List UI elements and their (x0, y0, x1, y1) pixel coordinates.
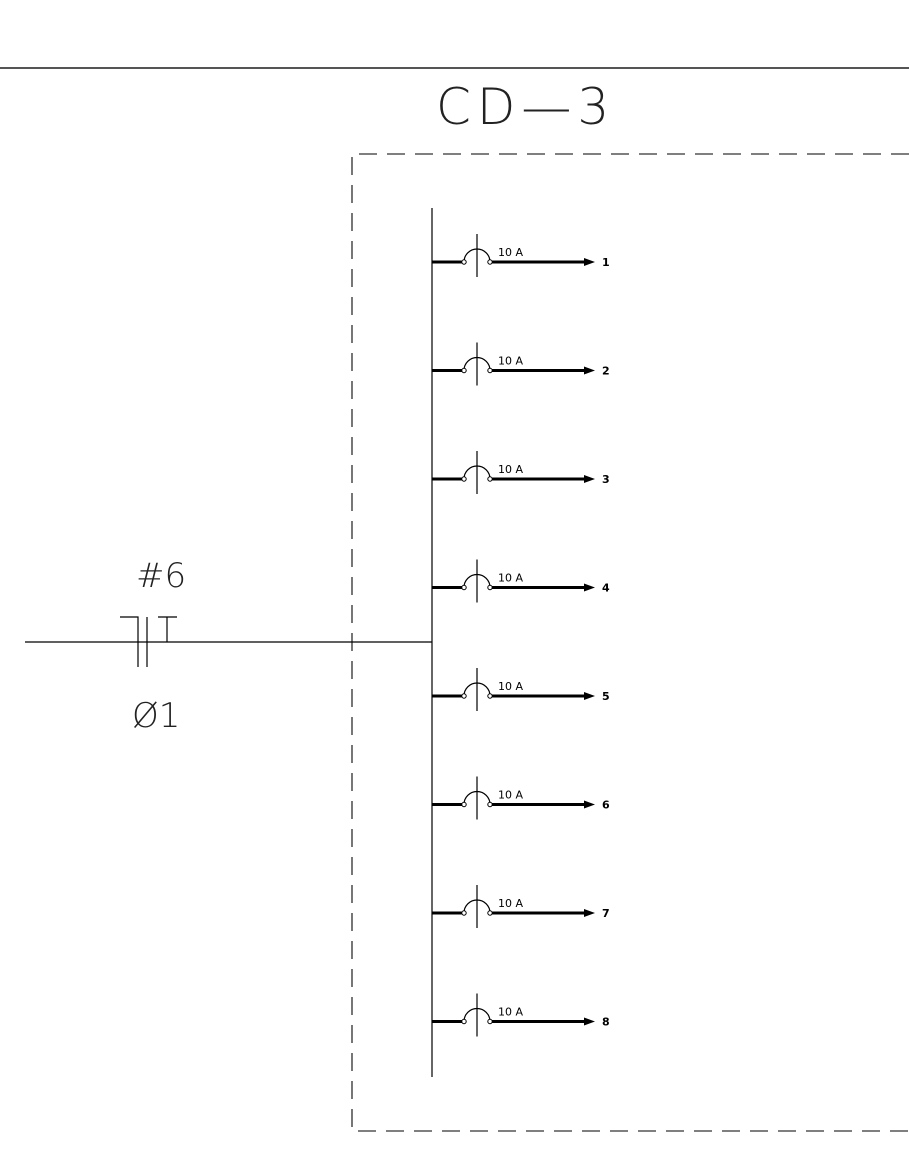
branch-circuit: 10 A 5 (432, 668, 610, 711)
breaker-symbol (461, 668, 493, 711)
branch-circuit: 10 A 2 (432, 342, 610, 386)
arrow-icon (584, 366, 595, 375)
panel-title: CD—3 (436, 78, 615, 136)
breaker-rating: 10 A (498, 572, 523, 585)
breaker-symbol (461, 234, 493, 277)
breaker-symbol (461, 885, 493, 928)
branch-circuit: 10 A 3 (432, 451, 610, 494)
arrow-icon (584, 800, 595, 809)
breaker-rating: 10 A (498, 680, 523, 693)
phase-label: Ø1 (132, 696, 180, 736)
branch-circuit: 10 A 7 (432, 885, 610, 928)
circuit-number: 2 (602, 365, 610, 378)
breaker-rating: 10 A (498, 789, 523, 802)
feeder-size-label: #6 (136, 556, 186, 596)
breaker-rating: 10 A (498, 246, 523, 259)
arrow-icon (584, 692, 595, 700)
branch-circuit: 10 A 4 (432, 559, 610, 603)
breaker-symbol (461, 993, 493, 1037)
breaker-rating: 10 A (498, 355, 523, 368)
arrow-icon (584, 1017, 595, 1026)
branch-circuit: 10 A 6 (432, 776, 610, 820)
breaker-symbol (461, 776, 493, 820)
arrow-icon (584, 909, 595, 917)
circuit-number: 5 (602, 690, 610, 703)
feeder-conductor-symbol (120, 616, 177, 667)
branch-circuits: 10 A 1 10 A 2 10 A 3 10 A 4 10 A 5 10 A 6 10 A 7 10 A 8 (432, 234, 610, 1037)
breaker-symbol (461, 451, 493, 494)
panel-enclosure (351, 153, 909, 1132)
circuit-number: 3 (602, 473, 610, 486)
breaker-rating: 10 A (498, 463, 523, 476)
breaker-rating: 10 A (498, 897, 523, 910)
breaker-symbol (461, 342, 493, 386)
circuit-number: 4 (602, 582, 610, 595)
circuit-number: 8 (602, 1016, 610, 1029)
arrow-icon (584, 258, 595, 266)
circuit-number: 1 (602, 256, 610, 269)
circuit-number: 6 (602, 799, 610, 812)
arrow-icon (584, 475, 595, 483)
breaker-symbol (461, 559, 493, 603)
circuit-number: 7 (602, 907, 610, 920)
arrow-icon (584, 583, 595, 592)
breaker-rating: 10 A (498, 1006, 523, 1019)
branch-circuit: 10 A 1 (432, 234, 610, 277)
branch-circuit: 10 A 8 (432, 993, 610, 1037)
